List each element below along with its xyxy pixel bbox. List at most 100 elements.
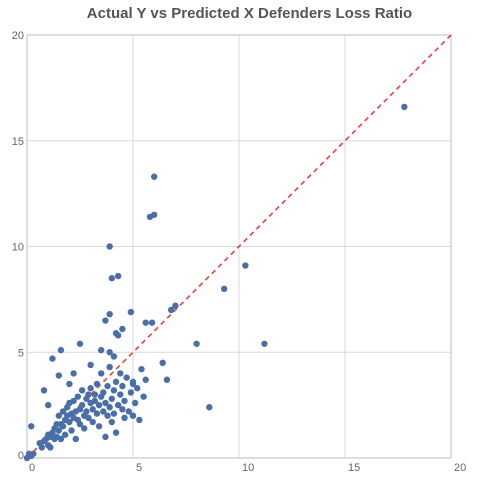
- data-point: [163, 376, 171, 383]
- data-point: [89, 406, 96, 413]
- data-point: [93, 380, 101, 388]
- data-point: [55, 372, 62, 379]
- data-point: [38, 444, 46, 451]
- data-point: [112, 378, 120, 386]
- data-point: [108, 275, 116, 282]
- data-point: [68, 427, 75, 434]
- data-point: [47, 444, 54, 451]
- data-point: [93, 410, 101, 417]
- x-tick-label: 15: [348, 462, 360, 474]
- data-point: [100, 389, 107, 396]
- data-point: [66, 418, 73, 426]
- data-point: [121, 397, 128, 405]
- data-point: [261, 340, 268, 347]
- data-point: [106, 363, 113, 371]
- y-tick-label: 5: [18, 347, 24, 359]
- y-tick-label: 15: [12, 136, 24, 148]
- data-point: [98, 346, 105, 354]
- reference-diagonal-line: [26, 34, 452, 459]
- data-point: [66, 380, 73, 388]
- data-point: [57, 346, 65, 354]
- data-point: [131, 399, 139, 407]
- data-point: [148, 319, 156, 326]
- data-point: [142, 376, 149, 383]
- data-point: [30, 450, 37, 457]
- data-point: [49, 355, 56, 362]
- data-point: [220, 285, 228, 292]
- data-point: [129, 378, 137, 386]
- data-point: [206, 404, 213, 411]
- data-point: [159, 359, 166, 367]
- data-point: [119, 325, 126, 333]
- data-point: [102, 433, 109, 441]
- data-point: [78, 401, 86, 409]
- data-point: [117, 391, 124, 398]
- data-point: [59, 408, 67, 415]
- data-point: [138, 365, 145, 373]
- data-point: [110, 387, 118, 394]
- data-point: [85, 391, 92, 398]
- data-point: [85, 414, 92, 422]
- data-point: [167, 306, 175, 314]
- data-point: [95, 401, 103, 409]
- data-point: [91, 397, 99, 405]
- data-point: [106, 310, 113, 318]
- x-tick-label: 0: [29, 462, 35, 474]
- data-point: [45, 401, 52, 409]
- data-point: [100, 408, 107, 415]
- data-point: [87, 385, 94, 392]
- data-point: [59, 423, 67, 430]
- x-tick-label: 20: [454, 462, 466, 474]
- data-point: [78, 387, 86, 394]
- data-point: [102, 317, 109, 324]
- x-tick-label: 10: [242, 462, 254, 474]
- data-point: [127, 308, 135, 316]
- data-point: [87, 361, 94, 369]
- data-point: [112, 429, 120, 436]
- data-point: [106, 404, 113, 411]
- data-point: [102, 399, 109, 407]
- data-point: [108, 395, 116, 402]
- data-point: [129, 412, 137, 419]
- x-tick-label: 5: [136, 462, 142, 474]
- data-point: [106, 349, 113, 356]
- data-point: [110, 353, 118, 360]
- data-point: [172, 302, 179, 309]
- data-point: [89, 418, 96, 426]
- data-point: [136, 416, 143, 424]
- data-point: [70, 370, 77, 377]
- data-point: [70, 397, 77, 405]
- data-point: [119, 406, 126, 413]
- axis-tick-labels: 0 5 10 15 20 0 5 10 15 20: [12, 30, 467, 474]
- data-point: [95, 423, 103, 430]
- data-point: [140, 393, 147, 400]
- data-point: [110, 410, 118, 417]
- data-point: [193, 340, 200, 347]
- data-point: [76, 340, 84, 347]
- data-point: [55, 412, 62, 419]
- data-point: [81, 425, 88, 432]
- data-point: [28, 423, 35, 430]
- data-point: [104, 412, 111, 419]
- data-point: [114, 401, 122, 409]
- data-point: [57, 435, 65, 443]
- y-tick-label: 0: [18, 450, 24, 462]
- data-point: [117, 370, 124, 377]
- data-point: [151, 173, 158, 180]
- data-point: [127, 389, 135, 396]
- chart-title: Actual Y vs Predicted X Defenders Loss R…: [86, 5, 413, 22]
- data-point: [74, 393, 82, 400]
- data-point: [61, 431, 69, 438]
- data-point: [106, 243, 113, 250]
- data-point: [125, 408, 132, 415]
- data-point: [72, 435, 79, 443]
- data-point: [76, 420, 84, 428]
- data-point: [401, 103, 408, 111]
- data-point: [114, 332, 122, 339]
- data-point: [151, 211, 158, 218]
- y-tick-label: 20: [12, 30, 24, 42]
- data-point: [119, 382, 126, 390]
- data-point: [134, 385, 141, 392]
- data-point: [114, 272, 122, 280]
